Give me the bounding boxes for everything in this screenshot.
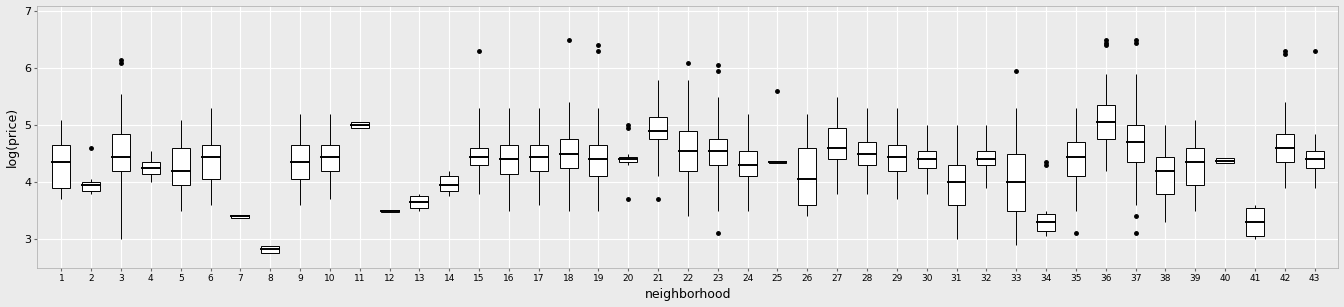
Bar <box>1007 154 1025 211</box>
Bar <box>82 182 101 191</box>
Bar <box>142 162 160 174</box>
Bar <box>112 134 130 171</box>
Bar <box>1216 158 1234 163</box>
Bar <box>1305 151 1324 168</box>
Bar <box>500 145 517 174</box>
X-axis label: neighborhood: neighborhood <box>645 289 731 301</box>
Y-axis label: log(price): log(price) <box>5 107 19 167</box>
Bar <box>798 148 816 205</box>
Bar <box>172 148 190 185</box>
Bar <box>292 145 309 179</box>
Bar <box>649 117 667 139</box>
Bar <box>441 177 458 191</box>
Bar <box>1097 105 1114 139</box>
Bar <box>380 209 399 212</box>
Bar <box>1187 148 1204 185</box>
Bar <box>559 139 578 168</box>
Bar <box>202 145 219 179</box>
Bar <box>530 145 548 171</box>
Bar <box>410 196 429 208</box>
Bar <box>888 145 906 171</box>
Bar <box>708 139 727 165</box>
Bar <box>620 157 637 162</box>
Bar <box>470 148 488 165</box>
Bar <box>1156 157 1175 194</box>
Bar <box>351 122 368 128</box>
Bar <box>828 128 847 159</box>
Bar <box>1126 125 1145 162</box>
Bar <box>977 151 996 165</box>
Bar <box>918 151 935 168</box>
Bar <box>679 131 698 171</box>
Bar <box>1067 142 1085 177</box>
Bar <box>769 161 786 163</box>
Bar <box>231 215 250 217</box>
Bar <box>857 142 876 165</box>
Bar <box>948 165 965 205</box>
Bar <box>1246 208 1263 236</box>
Bar <box>261 246 280 253</box>
Bar <box>52 145 70 188</box>
Bar <box>321 145 339 171</box>
Bar <box>590 145 607 177</box>
Bar <box>739 151 757 177</box>
Bar <box>1038 213 1055 231</box>
Bar <box>1275 134 1294 162</box>
